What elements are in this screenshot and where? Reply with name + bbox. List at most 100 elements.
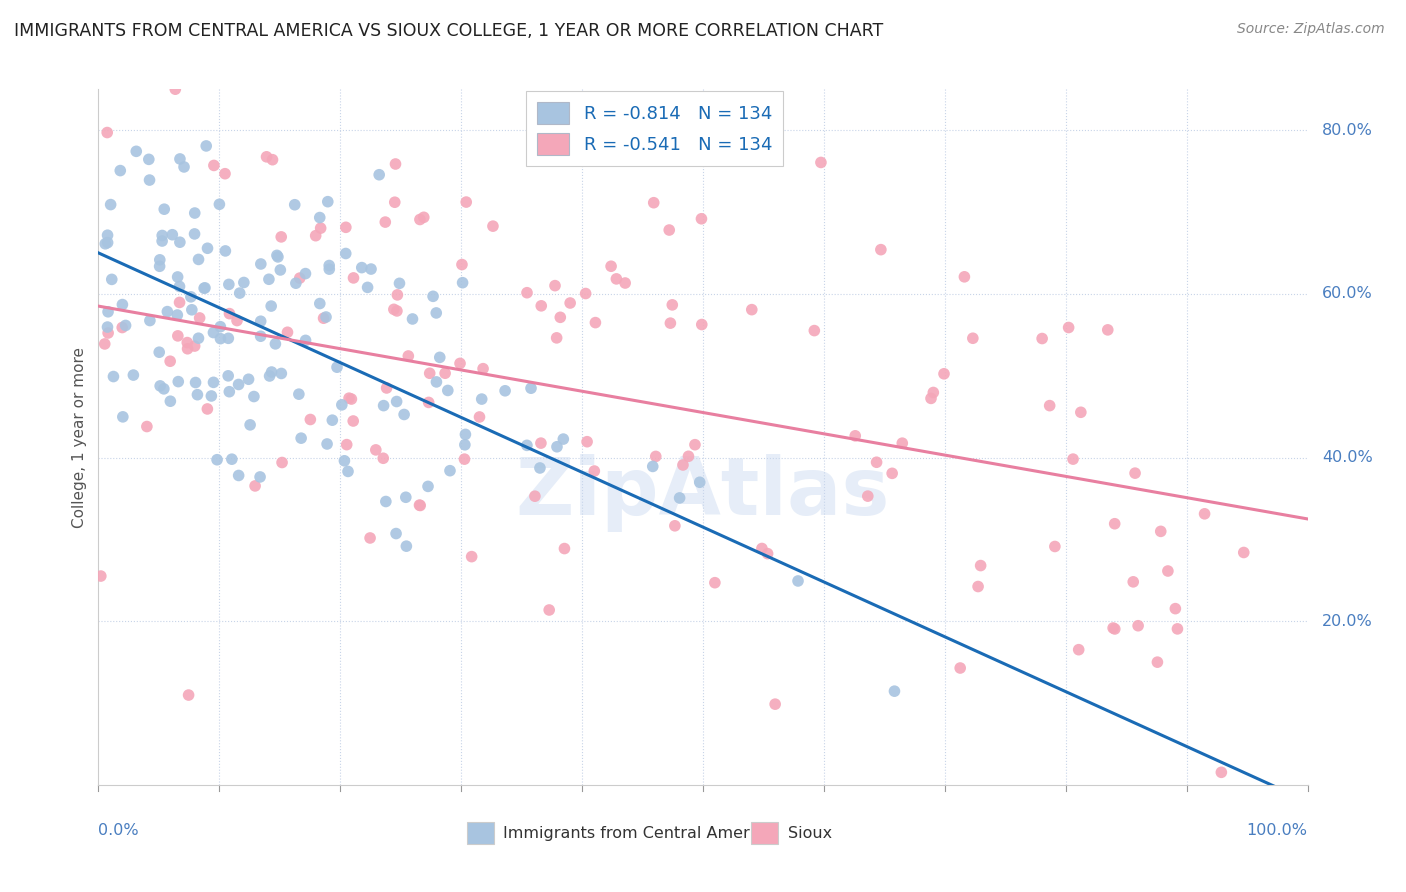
Point — [883, 684, 905, 698]
Point — [318, 259, 340, 273]
Point — [516, 438, 538, 452]
Point — [1039, 399, 1062, 413]
Text: 60.0%: 60.0% — [1322, 286, 1372, 301]
Point — [218, 307, 240, 321]
Point — [239, 417, 262, 432]
Point — [228, 286, 250, 301]
Point — [173, 160, 195, 174]
Text: 0.0%: 0.0% — [98, 823, 139, 838]
Point — [454, 438, 477, 452]
Point — [471, 392, 494, 406]
Text: IMMIGRANTS FROM CENTRAL AMERICA VS SIOUX COLLEGE, 1 YEAR OR MORE CORRELATION CHA: IMMIGRANTS FROM CENTRAL AMERICA VS SIOUX… — [14, 22, 883, 40]
Point — [416, 479, 439, 493]
Point — [149, 252, 172, 267]
Point — [165, 82, 187, 96]
Point — [309, 221, 332, 235]
Point — [583, 316, 606, 330]
Point — [264, 337, 287, 351]
Point — [689, 475, 711, 490]
Point — [472, 361, 495, 376]
Point — [342, 414, 364, 428]
Point — [159, 394, 181, 409]
Point — [249, 314, 271, 328]
Point — [516, 285, 538, 300]
Point — [150, 234, 173, 248]
Point — [544, 278, 567, 293]
Point — [388, 277, 411, 291]
Point — [949, 661, 972, 675]
Point — [546, 440, 568, 454]
Point — [177, 688, 200, 702]
Point — [193, 281, 215, 295]
Point — [672, 458, 695, 472]
Point — [641, 459, 664, 474]
Point — [202, 326, 225, 340]
Point — [308, 296, 330, 310]
Point — [374, 215, 396, 229]
Text: 20.0%: 20.0% — [1322, 614, 1372, 629]
Point — [460, 549, 482, 564]
Point — [114, 318, 136, 333]
Point — [1104, 622, 1126, 636]
Point — [870, 243, 893, 257]
Point — [96, 126, 118, 140]
Point — [138, 173, 160, 187]
Point — [110, 163, 132, 178]
Point — [221, 452, 243, 467]
Point — [690, 211, 713, 226]
Point — [183, 227, 205, 241]
Point — [153, 382, 176, 396]
Point — [187, 252, 209, 267]
Point — [530, 436, 553, 450]
Point — [337, 464, 360, 478]
Point — [856, 489, 879, 503]
Point — [294, 334, 316, 348]
Point — [262, 153, 284, 167]
Point — [139, 313, 162, 327]
Point — [90, 569, 112, 583]
Point — [932, 367, 955, 381]
Y-axis label: College, 1 year or more: College, 1 year or more — [72, 347, 87, 527]
Point — [271, 456, 294, 470]
Point — [202, 376, 225, 390]
Point — [335, 246, 357, 260]
Point — [256, 150, 278, 164]
Point — [1164, 601, 1187, 615]
Text: 40.0%: 40.0% — [1322, 450, 1372, 465]
Point — [1062, 452, 1084, 467]
Point — [195, 139, 218, 153]
Point — [100, 197, 122, 211]
Point — [384, 157, 406, 171]
Point — [156, 304, 179, 318]
Point — [384, 195, 406, 210]
Point — [299, 412, 322, 426]
Point — [217, 331, 239, 345]
Point — [678, 450, 700, 464]
Point — [392, 408, 415, 422]
Point — [659, 316, 682, 330]
Point — [1233, 545, 1256, 559]
Point — [605, 272, 627, 286]
Point — [803, 324, 825, 338]
Text: ZipAtlas: ZipAtlas — [516, 454, 890, 532]
Point — [350, 260, 373, 275]
Point — [243, 479, 266, 493]
Point — [257, 272, 280, 286]
Point — [865, 455, 887, 469]
Point — [643, 195, 665, 210]
Point — [385, 526, 408, 541]
Point — [218, 384, 240, 399]
Point — [395, 490, 418, 504]
Point — [259, 369, 281, 384]
Point — [482, 219, 505, 234]
Point — [97, 326, 120, 340]
Point — [451, 258, 474, 272]
Point — [316, 194, 339, 209]
Point — [149, 260, 172, 274]
Point — [1122, 574, 1144, 589]
Point — [419, 366, 441, 380]
Point — [962, 331, 984, 345]
Point — [538, 603, 561, 617]
Point — [969, 558, 991, 573]
Point — [664, 518, 686, 533]
